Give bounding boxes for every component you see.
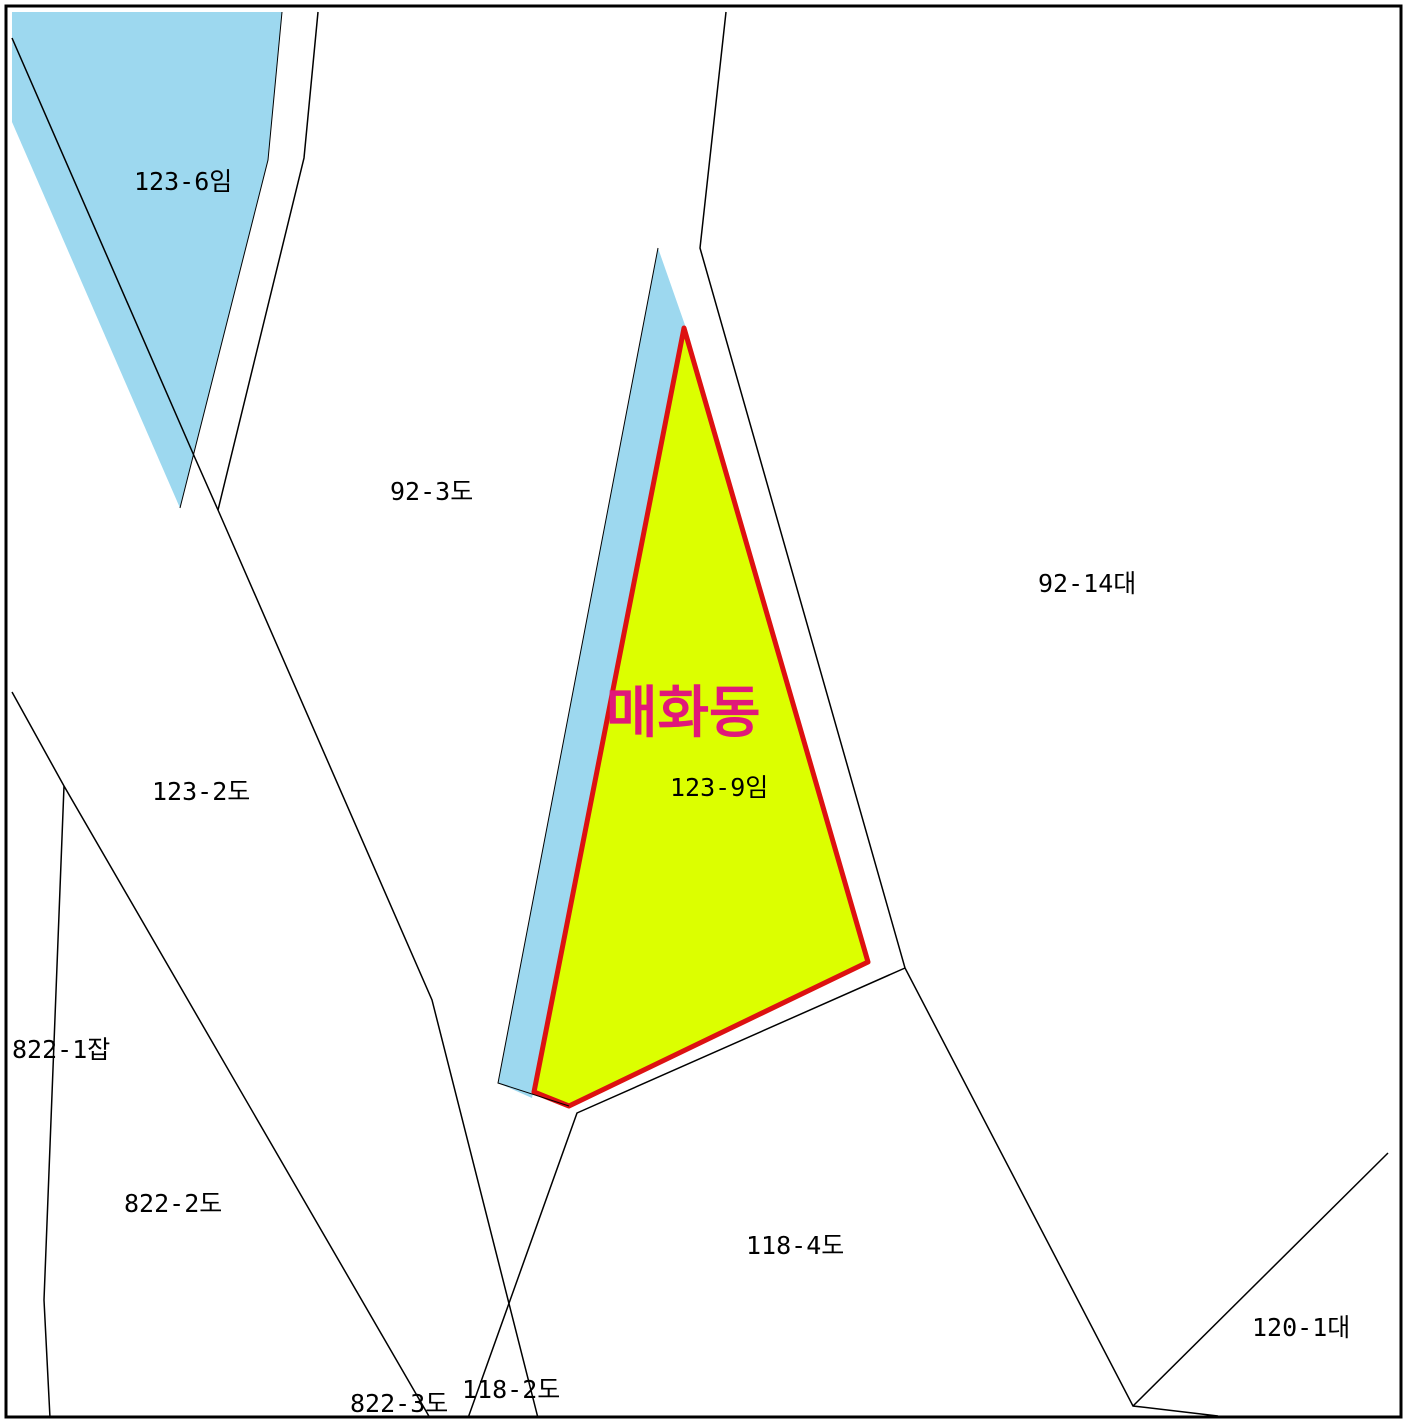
road-strip-northwest (12, 12, 282, 508)
parcel-label-822-1: 822-1잡 (12, 1035, 110, 1064)
map-frame-border (4, 4, 1403, 1419)
road-strip-center (498, 248, 686, 1098)
parcel-label-118-4: 118-4도 (746, 1231, 844, 1260)
parcel-label-120-1: 120-1대 (1252, 1313, 1350, 1342)
parcel-boundaries (11, 11, 1389, 1419)
boundary-line-7 (1132, 1152, 1389, 1407)
boundary-line-4 (467, 967, 906, 1419)
parcel-label-92-14: 92-14대 (1038, 569, 1136, 598)
parcel-label-123-2: 123-2도 (152, 777, 250, 806)
parcel-label-822-3: 822-3도 (350, 1389, 448, 1418)
parcel-label-123-6: 123-6임 (134, 167, 232, 196)
boundary-line-2 (217, 11, 319, 511)
parcel-label-118-2: 118-2도 (462, 1375, 560, 1404)
parcel-label-822-2: 822-2도 (124, 1189, 222, 1218)
boundary-line-6 (43, 785, 65, 1419)
parcel-label-92-3: 92-3도 (390, 477, 473, 506)
road-strip-edge (497, 247, 659, 1107)
district-name-label: 매화동 (606, 681, 761, 746)
parcel-label-123-9: 123-9임 (670, 773, 768, 802)
road-strip-edge-nw (179, 11, 283, 509)
